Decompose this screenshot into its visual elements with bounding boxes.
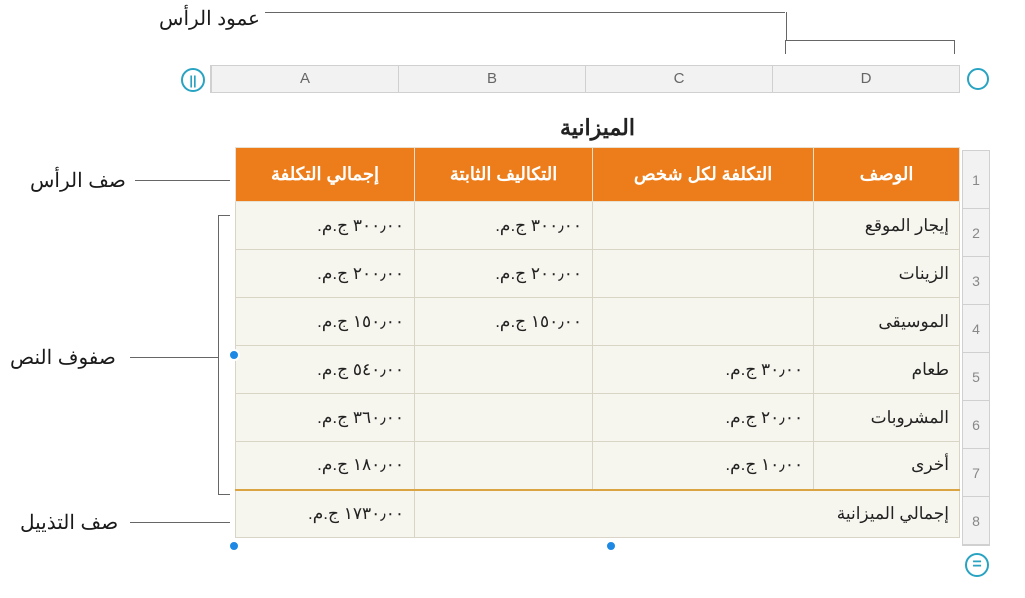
cell-per-person[interactable]: ١٠٫٠٠ ج.م. [593,442,814,490]
footer-total[interactable]: ١٧٣٠٫٠٠ ج.م. [236,490,415,538]
cell-per-person[interactable] [593,298,814,346]
cell-desc[interactable]: إيجار الموقع [814,202,960,250]
callout-line-header-column-v [786,12,787,40]
callout-footer-row: صف التذييل [20,510,118,535]
row-header-strip[interactable]: 1 2 3 4 5 6 7 8 = [962,150,990,546]
callout-line-header-row [135,180,230,181]
table-origin-handle[interactable] [967,68,989,90]
column-header-strip[interactable]: A B C D || [210,65,960,93]
add-column-handle[interactable]: || [181,68,205,92]
callout-header-row: صف الرأس [30,168,126,193]
row-header-5[interactable]: 5 [963,353,989,401]
table-row[interactable]: الموسيقى ١٥٠٫٠٠ ج.م. ١٥٠٫٠٠ ج.م. [236,298,960,346]
row-header-3[interactable]: 3 [963,257,989,305]
cell-fixed[interactable]: ١٥٠٫٠٠ ج.م. [415,298,593,346]
cell-total[interactable]: ١٥٠٫٠٠ ج.م. [236,298,415,346]
row-header-4[interactable]: 4 [963,305,989,353]
cell-fixed[interactable]: ٢٠٠٫٠٠ ج.م. [415,250,593,298]
callout-line-header-column [265,12,785,13]
table-row[interactable]: طعام ٣٠٫٠٠ ج.م. ٥٤٠٫٠٠ ج.م. [236,346,960,394]
budget-table[interactable]: الوصف التكلفة لكل شخص التكاليف الثابتة إ… [235,147,960,538]
cell-fixed[interactable] [415,346,593,394]
col-header-B[interactable]: B [398,66,585,92]
header-total[interactable]: إجمالي التكلفة [236,148,415,202]
cell-total[interactable]: ٣٠٠٫٠٠ ج.م. [236,202,415,250]
footer-row[interactable]: إجمالي الميزانية ١٧٣٠٫٠٠ ج.م. [236,490,960,538]
callout-line-footer-row [130,522,230,523]
selection-handle[interactable] [605,540,617,552]
bracket-header-column [785,40,955,54]
cell-per-person[interactable]: ٢٠٫٠٠ ج.م. [593,394,814,442]
cell-total[interactable]: ٥٤٠٫٠٠ ج.م. [236,346,415,394]
table-row[interactable]: أخرى ١٠٫٠٠ ج.م. ١٨٠٫٠٠ ج.م. [236,442,960,490]
bracket-body-rows [218,215,230,495]
cell-total[interactable]: ٣٦٠٫٠٠ ج.م. [236,394,415,442]
cell-total[interactable]: ٢٠٠٫٠٠ ج.م. [236,250,415,298]
col-header-A[interactable]: A [211,66,398,92]
callout-header-column: عمود الرأس [159,6,260,31]
cell-fixed[interactable] [415,394,593,442]
row-header-6[interactable]: 6 [963,401,989,449]
header-row[interactable]: الوصف التكلفة لكل شخص التكاليف الثابتة إ… [236,148,960,202]
header-fixed[interactable]: التكاليف الثابتة [415,148,593,202]
cell-fixed[interactable]: ٣٠٠٫٠٠ ج.م. [415,202,593,250]
cell-total[interactable]: ١٨٠٫٠٠ ج.م. [236,442,415,490]
cell-desc[interactable]: أخرى [814,442,960,490]
cell-desc[interactable]: الزينات [814,250,960,298]
cell-desc[interactable]: المشروبات [814,394,960,442]
table-body: إيجار الموقع ٣٠٠٫٠٠ ج.م. ٣٠٠٫٠٠ ج.م. الز… [236,202,960,538]
cell-per-person[interactable] [593,250,814,298]
cell-per-person[interactable]: ٣٠٫٠٠ ج.م. [593,346,814,394]
selection-handle[interactable] [228,540,240,552]
table-row[interactable]: الزينات ٢٠٠٫٠٠ ج.م. ٢٠٠٫٠٠ ج.م. [236,250,960,298]
callout-body-rows: صفوف النص [10,345,116,370]
cell-per-person[interactable] [593,202,814,250]
row-header-1[interactable]: 1 [963,151,989,209]
cell-desc[interactable]: الموسيقى [814,298,960,346]
footer-label[interactable]: إجمالي الميزانية [415,490,960,538]
header-desc[interactable]: الوصف [814,148,960,202]
table-title[interactable]: الميزانية [235,115,960,141]
row-header-7[interactable]: 7 [963,449,989,497]
callout-line-body-rows [130,357,218,358]
table-row[interactable]: إيجار الموقع ٣٠٠٫٠٠ ج.م. ٣٠٠٫٠٠ ج.م. [236,202,960,250]
row-header-8[interactable]: 8 [963,497,989,545]
table-row[interactable]: المشروبات ٢٠٫٠٠ ج.م. ٣٦٠٫٠٠ ج.م. [236,394,960,442]
row-header-2[interactable]: 2 [963,209,989,257]
add-row-handle[interactable]: = [965,553,989,577]
col-header-D[interactable]: D [772,66,959,92]
col-header-C[interactable]: C [585,66,772,92]
cell-fixed[interactable] [415,442,593,490]
header-per-person[interactable]: التكلفة لكل شخص [593,148,814,202]
cell-desc[interactable]: طعام [814,346,960,394]
